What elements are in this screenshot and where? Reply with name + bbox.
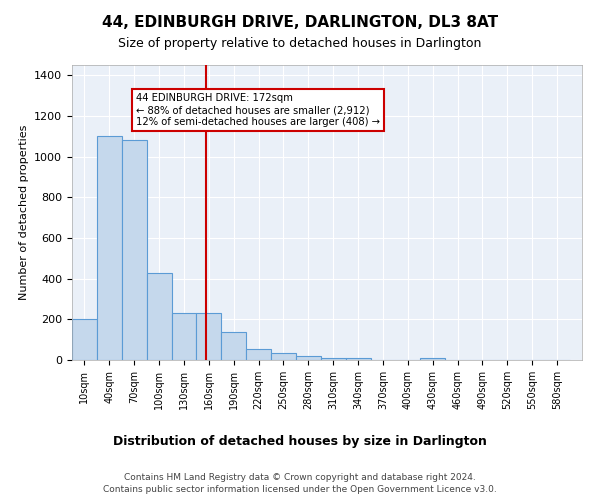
Bar <box>196 313 221 360</box>
Bar <box>271 353 296 360</box>
Bar <box>420 358 445 360</box>
Text: 44 EDINBURGH DRIVE: 172sqm
← 88% of detached houses are smaller (2,912)
12% of s: 44 EDINBURGH DRIVE: 172sqm ← 88% of deta… <box>136 94 380 126</box>
Bar <box>321 358 346 360</box>
Bar <box>146 272 172 360</box>
Bar <box>246 349 271 360</box>
Text: Size of property relative to detached houses in Darlington: Size of property relative to detached ho… <box>118 38 482 51</box>
Bar <box>172 313 196 360</box>
Bar <box>122 140 146 360</box>
Text: Distribution of detached houses by size in Darlington: Distribution of detached houses by size … <box>113 435 487 448</box>
Bar <box>72 320 97 360</box>
Bar <box>97 136 122 360</box>
Bar <box>346 358 371 360</box>
Y-axis label: Number of detached properties: Number of detached properties <box>19 125 29 300</box>
Bar <box>221 332 246 360</box>
Bar <box>296 356 321 360</box>
Text: Contains HM Land Registry data © Crown copyright and database right 2024.: Contains HM Land Registry data © Crown c… <box>124 473 476 482</box>
Text: 44, EDINBURGH DRIVE, DARLINGTON, DL3 8AT: 44, EDINBURGH DRIVE, DARLINGTON, DL3 8AT <box>102 15 498 30</box>
Text: Contains public sector information licensed under the Open Government Licence v3: Contains public sector information licen… <box>103 486 497 494</box>
